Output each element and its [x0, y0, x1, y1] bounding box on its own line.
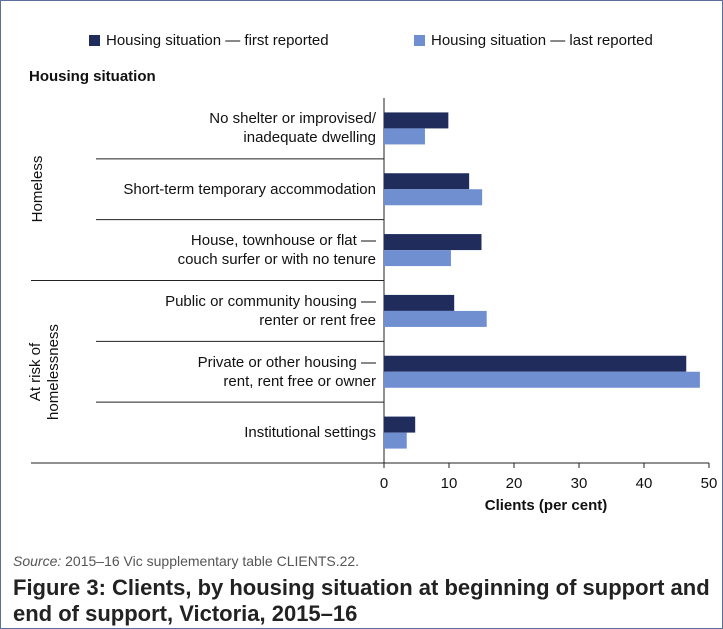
x-tick-label: 0	[380, 475, 388, 492]
source: Source: 2015–16 Vic supplementary table …	[13, 553, 359, 569]
legend-label: Housing situation — last reported	[431, 32, 653, 49]
bar	[384, 416, 416, 433]
caption: Figure 3: Clients, by housing situation …	[13, 575, 710, 626]
bar	[384, 294, 455, 311]
bar	[384, 189, 483, 206]
category-label: Institutional settings	[244, 424, 376, 442]
source-text: 2015–16 Vic supplementary table CLIENTS.…	[65, 553, 360, 569]
bar	[384, 355, 687, 372]
category-label: No shelter or improvised/ inadequate dwe…	[209, 110, 376, 147]
x-tick-label: 40	[636, 475, 653, 492]
legend-swatch	[89, 35, 100, 46]
bar	[384, 250, 451, 267]
bar	[384, 112, 449, 129]
group-label: Homeless	[29, 155, 46, 223]
bar	[384, 234, 482, 251]
legend-swatch	[414, 35, 425, 46]
category-label: Short-term temporary accommodation	[123, 180, 376, 198]
x-tick-label: 20	[506, 475, 523, 492]
bar	[384, 432, 407, 449]
category-label: House, townhouse or flat — couch surfer …	[177, 232, 376, 269]
category-label: Public or community housing — renter or …	[165, 292, 376, 329]
x-tick-label: 10	[441, 475, 458, 492]
bar	[384, 128, 425, 145]
source-label: Source:	[13, 553, 62, 569]
group-label: At risk of homelessness	[27, 323, 62, 420]
y-axis-title: Housing situation	[29, 68, 156, 85]
category-label: Private or other housing — rent, rent fr…	[197, 353, 376, 390]
bar	[384, 173, 470, 190]
x-tick-label: 50	[701, 475, 718, 492]
x-tick-label: 30	[571, 475, 588, 492]
x-axis-title: Clients (per cent)	[485, 497, 608, 514]
chart: Housing situation Clients (per cent) Hou…	[29, 32, 718, 514]
bar	[384, 371, 700, 388]
legend-label: Housing situation — first reported	[106, 32, 329, 49]
bar	[384, 310, 487, 327]
